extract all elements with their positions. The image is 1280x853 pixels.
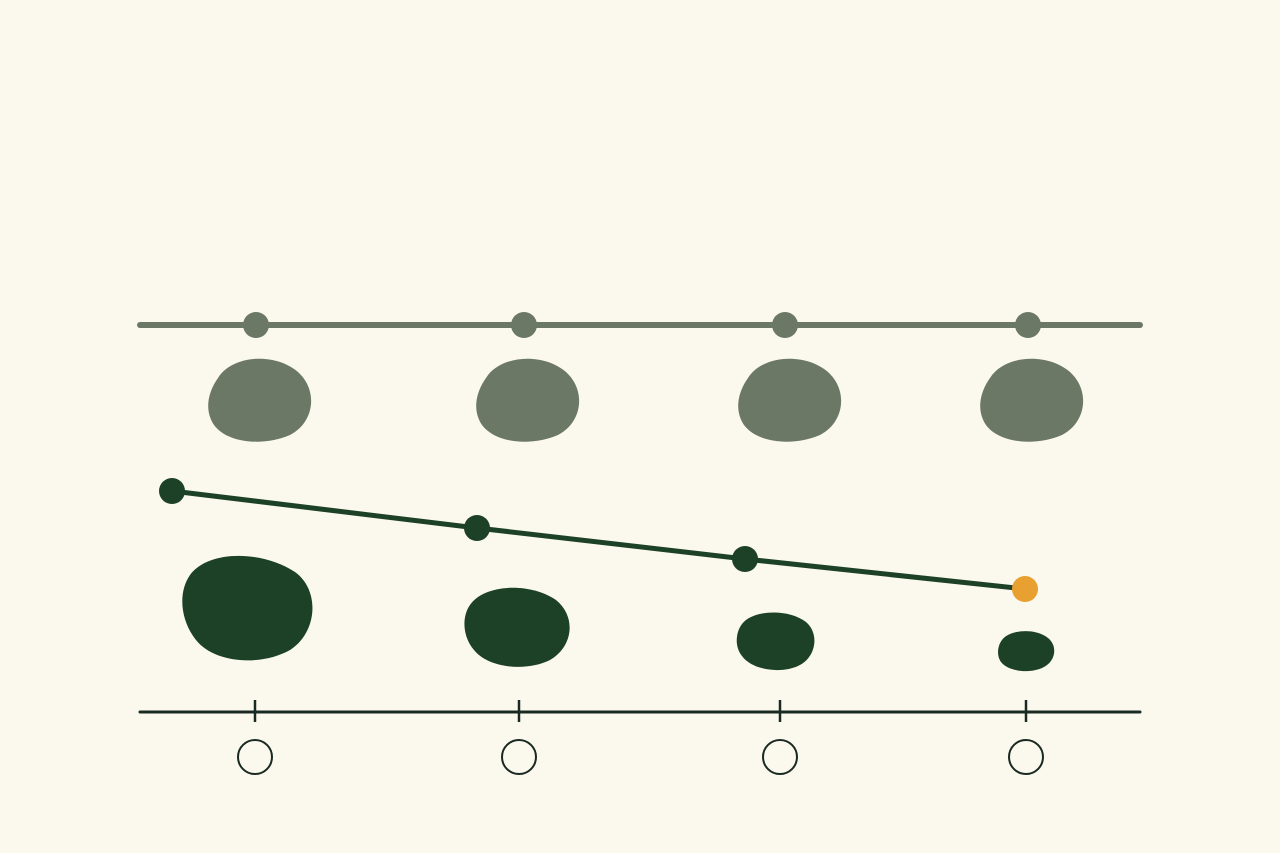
- rail-dot: [1015, 312, 1041, 338]
- dark-blob: [736, 612, 815, 671]
- trend-dot: [159, 478, 185, 504]
- rail-dot: [772, 312, 798, 338]
- trend-dot: [464, 515, 490, 541]
- trend-dot: [732, 546, 758, 572]
- axis-marker: [237, 739, 273, 775]
- dark-blob: [998, 631, 1055, 672]
- dark-blob: [182, 555, 313, 661]
- grey-blob: [208, 358, 312, 442]
- trend-line: [171, 488, 1026, 592]
- rail-dot: [243, 312, 269, 338]
- grey-blob: [980, 358, 1084, 442]
- grey-blob: [476, 358, 580, 442]
- axis-marker: [501, 739, 537, 775]
- rail-dot: [511, 312, 537, 338]
- grey-blob: [738, 358, 842, 442]
- highlight-dot: [1012, 576, 1038, 602]
- dark-blob: [464, 587, 570, 667]
- axis-marker: [1008, 739, 1044, 775]
- axis-marker: [762, 739, 798, 775]
